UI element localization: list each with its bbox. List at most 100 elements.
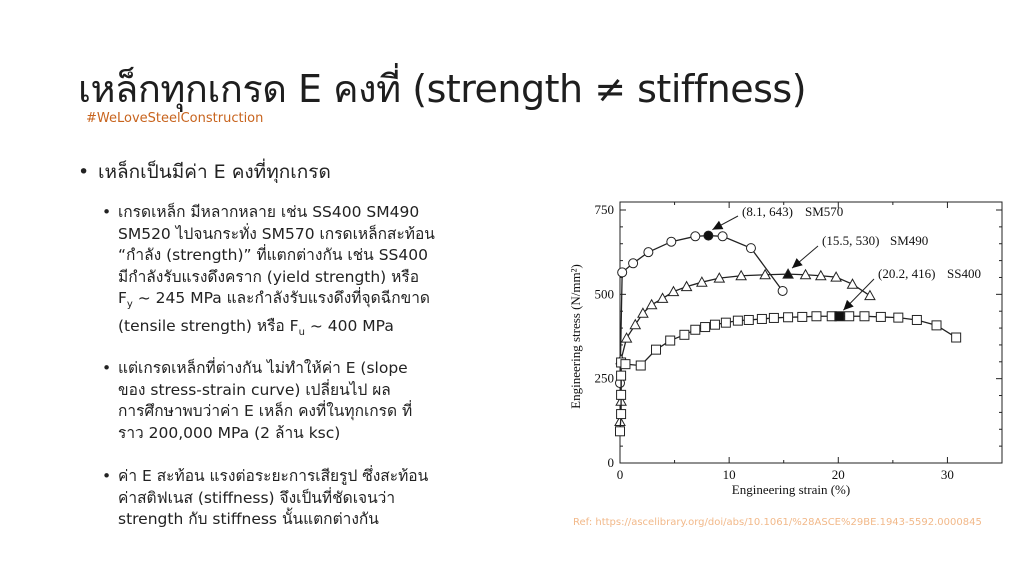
annotation-label: (15.5, 530): [822, 233, 879, 248]
data-point-SM570: [777, 285, 788, 296]
series-label-SS400: SS400: [947, 266, 981, 281]
text-line: การศึกษาพบว่าค่า E เหล็ก คงที่ในทุกเกรด …: [118, 402, 413, 420]
data-point-SS400: [615, 426, 625, 437]
data-point-SS400: [620, 359, 631, 370]
slide-title: เหล็กทุกเกรด E คงที่ (strength ≠ stiffne…: [78, 67, 807, 111]
data-point-SS400: [931, 320, 942, 331]
fy-text: ~ 245 MPa และกำลังรับแรงดึงที่จุดฉีกขาด: [132, 289, 430, 307]
data-point-SM570: [690, 231, 701, 242]
data-point-SM490: [759, 268, 772, 280]
main-bullet: • เหล็กเป็นมีค่า E คงที่ทุกเกรด: [78, 157, 331, 187]
text-line: ของ stress-strain curve) เปลี่ยนไป ผล: [118, 380, 391, 399]
fu-text: (tensile strength) หรือ F: [118, 316, 299, 335]
data-point-SM490: [696, 276, 708, 287]
text-line: “กำลัง (strength)” ที่แตกต่างกัน เช่น SS…: [118, 246, 428, 264]
text-line-fy: Fy ~ 245 MPa และกำลังรับแรงดึงที่จุดฉีกข…: [118, 288, 435, 316]
data-point-SM490: [782, 268, 794, 279]
data-point-SS400: [616, 389, 627, 400]
data-point-SM570: [666, 236, 677, 247]
text-line: เกรดเหล็ก มีหลากหลาย เช่น SS400 SM490: [118, 203, 420, 221]
data-point-SM570: [643, 247, 654, 258]
data-point-SM570: [628, 258, 639, 269]
plot-frame: [619, 201, 1003, 464]
y-tick-label: 250: [595, 371, 615, 386]
data-point-SS400: [690, 324, 701, 335]
text-line: ราว 200,000 MPa (2 ล้าน ksc): [118, 423, 341, 442]
data-point-SM490: [656, 292, 669, 303]
data-point-SM490: [735, 269, 747, 281]
sub-bullet-3: • ค่า E สะท้อน แรงต่อระยะการเสียรูป ซึ่ง…: [102, 466, 429, 531]
hashtag: #WeLoveSteelConstruction: [86, 111, 264, 126]
x-tick-label: 10: [723, 467, 736, 482]
data-point-SS400: [720, 317, 731, 328]
data-point-SS400: [859, 311, 870, 322]
text-line: มีกำลังรับแรงดึงคราก (yield strength) หร…: [118, 267, 420, 286]
data-point-SS400: [635, 360, 646, 371]
text-line: ค่า E สะท้อน แรงต่อระยะการเสียรูป ซึ่งสะ…: [118, 467, 429, 485]
data-point-SM570: [745, 243, 756, 254]
arrow-head: [792, 258, 803, 269]
data-point-SS400: [911, 314, 922, 325]
data-point-SS400: [811, 311, 822, 322]
data-point-SM490: [799, 268, 812, 280]
arrow-head: [843, 299, 854, 311]
data-point-SS400: [743, 314, 754, 325]
text-line: ค่าสติฟเนส (stiffness) จึงเป็นที่ชัดเจนว…: [118, 488, 396, 507]
data-point-SM490: [667, 285, 680, 297]
data-point-SM570: [717, 231, 728, 242]
data-point-SM490: [620, 332, 633, 343]
annotation-label: (8.1, 643): [742, 204, 793, 219]
data-point-SS400: [783, 312, 794, 323]
data-point-SS400: [700, 322, 711, 333]
fy-subscript: y: [126, 299, 133, 311]
bullet-dot: •: [78, 161, 90, 183]
bullet-dot: •: [102, 467, 112, 485]
text-line-fu: (tensile strength) หรือ Fu ~ 400 MPa: [118, 316, 435, 344]
data-point-SS400: [797, 311, 808, 322]
text-line: strength กับ stiffness นั้นแตกต่างกัน: [118, 510, 379, 528]
data-point-SS400: [756, 313, 767, 324]
data-point-SM490: [814, 269, 827, 281]
data-point-SS400: [844, 311, 855, 322]
data-point-SS400: [875, 311, 886, 322]
data-point-SM490: [830, 271, 842, 282]
text-line: SM520 ไปจนกระทั่ง SM570 เกรดเหล็กสะท้อน: [118, 224, 435, 243]
x-tick-label: 20: [832, 467, 845, 482]
fu-subscript: u: [298, 326, 305, 338]
annotation-label: (20.2, 416): [878, 266, 935, 281]
text-line: แต่เกรดเหล็กที่ต่างกัน ไม่ทำให้ค่า E (sl…: [118, 359, 408, 377]
x-tick-label: 30: [941, 467, 954, 482]
data-point-SS400: [732, 315, 743, 326]
data-point-SM490: [713, 272, 726, 283]
series-line-SM570: [619, 234, 784, 384]
data-point-SS400: [616, 409, 627, 420]
data-point-SS400: [616, 370, 627, 381]
data-point-SM490: [846, 278, 859, 289]
arrow-head: [712, 220, 724, 230]
y-tick-label: 750: [595, 202, 615, 217]
data-point-SS400: [768, 312, 779, 323]
data-point-SM490: [629, 318, 642, 330]
data-point-SM490: [864, 289, 876, 301]
data-point-SS400: [834, 311, 845, 322]
data-point-SS400: [651, 344, 662, 355]
series-line-SS400: [619, 315, 957, 432]
bullet-dot: •: [102, 203, 112, 221]
reference-link[interactable]: Ref: https://ascelibrary.org/doi/abs/10.…: [573, 517, 982, 528]
data-point-SS400: [893, 312, 904, 323]
data-point-SS400: [709, 319, 720, 330]
x-axis-label: Engineering strain (%): [732, 482, 850, 497]
data-point-SM490: [645, 298, 658, 310]
y-tick-label: 500: [595, 286, 615, 301]
x-tick-label: 0: [617, 467, 624, 482]
sub-bullet-1: • เกรดเหล็ก มีหลากหลาย เช่น SS400 SM490 …: [102, 202, 435, 344]
fu-value: ~ 400 MPa: [304, 316, 394, 335]
y-tick-label: 0: [608, 455, 615, 470]
data-point-SS400: [665, 335, 676, 346]
y-axis-label: Engineering stress (N/mm²): [568, 264, 583, 409]
main-bullet-text: เหล็กเป็นมีค่า E คงที่ทุกเกรด: [98, 161, 331, 183]
data-point-SM490: [637, 307, 649, 318]
bullet-dot: •: [102, 359, 112, 377]
data-point-SS400: [951, 332, 962, 343]
